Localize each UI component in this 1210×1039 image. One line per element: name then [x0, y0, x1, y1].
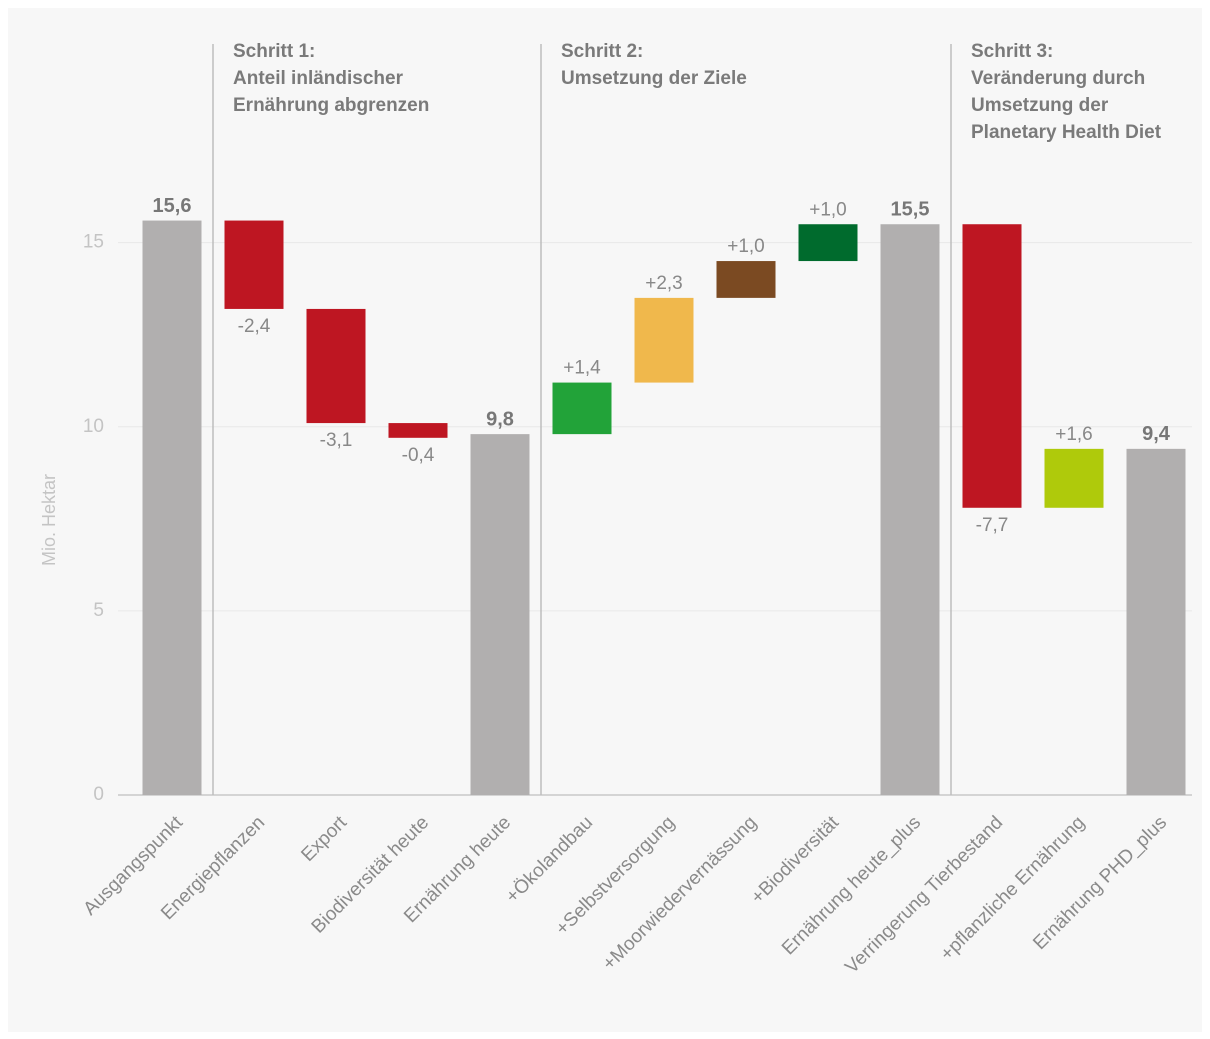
bar	[142, 220, 202, 795]
step-text: Schritt 2:	[561, 41, 643, 62]
bar	[634, 297, 694, 383]
value-label: -3,1	[320, 430, 353, 451]
step-text: Umsetzung der	[971, 95, 1109, 116]
value-label: 15,5	[891, 199, 930, 221]
bar	[716, 261, 776, 298]
step-text: Anteil inländischer	[233, 68, 404, 89]
y-tick-label: 5	[93, 600, 104, 621]
step-text: Schritt 1:	[233, 41, 315, 62]
step-text: Planetary Health Diet	[971, 122, 1162, 143]
value-label: +1,4	[563, 358, 601, 379]
step-text: Ernährung abgrenzen	[233, 95, 429, 116]
y-tick-label: 15	[83, 232, 104, 253]
y-axis-label: Mio. Hektar	[39, 474, 59, 566]
step-text: Veränderung durch	[971, 68, 1145, 89]
bar	[552, 382, 612, 435]
bar	[962, 224, 1022, 508]
bar	[1044, 448, 1104, 508]
bar	[798, 224, 858, 262]
value-label: 9,8	[486, 408, 514, 430]
y-tick-label: 0	[93, 784, 104, 805]
step-text: Umsetzung der Ziele	[561, 68, 747, 89]
panel	[8, 8, 1202, 1032]
value-label: +1,0	[809, 199, 847, 220]
value-label: +1,0	[727, 236, 765, 257]
bar	[306, 308, 366, 424]
bar	[388, 423, 448, 438]
bar	[1126, 448, 1186, 795]
step-text: Schritt 3:	[971, 41, 1053, 62]
value-label: -7,7	[976, 515, 1009, 536]
value-label: -2,4	[238, 316, 271, 337]
value-label: +1,6	[1055, 424, 1093, 445]
y-tick-label: 10	[83, 416, 104, 437]
bar	[880, 224, 940, 795]
value-label: 15,6	[153, 195, 192, 217]
value-label: -0,4	[402, 445, 435, 466]
value-label: 9,4	[1142, 423, 1171, 445]
bar	[224, 220, 284, 309]
bar	[470, 434, 530, 795]
value-label: +2,3	[645, 273, 683, 294]
